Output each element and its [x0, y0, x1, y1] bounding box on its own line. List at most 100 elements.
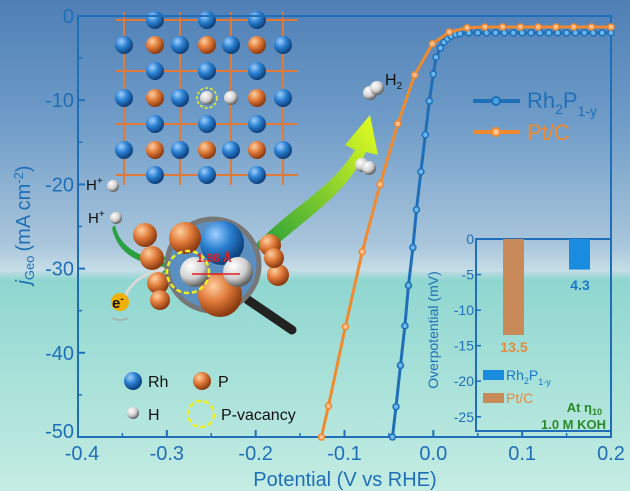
ptc-point [569, 23, 578, 31]
y-tick-label: -10 [45, 90, 74, 112]
rh-atom [115, 89, 133, 107]
ptc-point [445, 28, 454, 36]
hplus-label-1: H+ [86, 176, 103, 194]
p-atom [169, 222, 201, 254]
rh-atom [248, 62, 266, 80]
rh-atom [200, 221, 244, 265]
legend-vacancy-label: P-vacancy [221, 407, 296, 424]
electron-shadow [111, 317, 129, 321]
bar-label-ptc: 13.5 [500, 339, 527, 355]
ptc-point [324, 402, 333, 410]
rh2p-point [571, 29, 580, 37]
x-tick-label: -0.2 [238, 443, 272, 465]
electron-label: e- [112, 294, 124, 312]
rh2p-point [417, 168, 425, 176]
inset-legend-ptc: Pt/C [483, 390, 533, 406]
x-axis-label: Potential (V vs RHE) [253, 469, 436, 491]
rh2p-point [425, 97, 434, 105]
ptc-point [341, 322, 350, 331]
inset-frame [475, 238, 612, 432]
rh-atom [248, 11, 266, 29]
rh2p-point [421, 130, 430, 139]
p-atom [140, 246, 164, 270]
ptc-point [516, 23, 525, 31]
h-atom [200, 91, 214, 105]
inset-y-tick-label: -15 [454, 338, 474, 354]
ptc-point [428, 40, 437, 48]
x-tick-label: 0.2 [597, 443, 625, 465]
h2-label: H2 [385, 72, 403, 92]
p-atom [133, 223, 157, 247]
legend-p-atom [193, 372, 211, 390]
ptc-point [394, 120, 402, 128]
legend-item-rh2p: Rh2P1-y [473, 88, 597, 119]
rh2p-point [589, 29, 597, 37]
proton-atom [107, 180, 119, 192]
rh-atom [171, 89, 189, 107]
h-atom [224, 91, 238, 105]
p-atom [267, 264, 289, 286]
rh-atom [274, 141, 292, 159]
proton-atom [110, 212, 122, 224]
rh2p-point [456, 29, 464, 38]
rh2p-point [392, 402, 400, 411]
ptc-point [376, 180, 384, 189]
ptc-point [317, 433, 326, 441]
hplus-label-2: H+ [88, 209, 105, 227]
x-tick-label: 0.0 [419, 443, 447, 465]
rh2p-point [607, 29, 615, 37]
p-atom [150, 290, 170, 310]
rh-atom [146, 166, 164, 184]
p-atom [147, 272, 169, 294]
rh2p-point [429, 70, 438, 78]
lsv-chart: -0.4 -0.3 -0.2 -0.1 0.0 0.1 0.2 0 -10 -20 -30 -40 -5… [45, 6, 625, 465]
rh-atom [146, 115, 164, 133]
rh2p-point [482, 29, 491, 37]
y-tick-label: -20 [45, 174, 74, 196]
rh2p-point [396, 361, 405, 370]
inset-annotation-condition: At η10 [567, 400, 602, 417]
inset-y-label: Overpotential (mV) [425, 271, 441, 388]
ptc-point [463, 24, 471, 32]
p-atom [146, 36, 164, 54]
rh2p-point [518, 29, 526, 37]
magnifier-handle [243, 295, 297, 335]
rh-atom [171, 141, 189, 159]
rh2p-point [412, 205, 421, 214]
x-tick-label: 0.1 [508, 443, 536, 465]
rh-atom [198, 115, 216, 133]
h2-molecule-atom [370, 81, 384, 95]
ptc-point [552, 23, 560, 31]
h2-molecule-atom [362, 161, 376, 175]
inset-y-tick-label: -25 [454, 409, 474, 425]
legend-rh-label: Rh [148, 374, 168, 391]
overpotential-inset-chart: 0 -5 -10 -15 -20 -25 [454, 231, 612, 432]
y-tick-label: -40 [45, 343, 74, 365]
ptc-point [410, 71, 419, 79]
x-tick-label: -0.1 [327, 443, 361, 465]
bar-label-rh2p: 4.3 [570, 277, 590, 293]
rh2p-point [491, 29, 500, 37]
rh2p-point [553, 29, 562, 37]
rh-atom [146, 11, 164, 29]
rh2p-point [436, 44, 445, 52]
rh2p-point [536, 29, 544, 37]
legend-item-ptc: Pt/C [473, 120, 570, 145]
bar-rh2p [569, 239, 590, 270]
ptc-point [587, 23, 596, 31]
electron-icon [111, 293, 129, 311]
inset-y-tick-label: -20 [454, 373, 474, 389]
p-vacancy-marker [196, 87, 218, 109]
rh2p-point [409, 243, 417, 252]
y-tick-label: 0 [63, 6, 74, 28]
rh2p-point [388, 433, 397, 441]
legend-vacancy-marker [186, 399, 216, 429]
rh2p-point [509, 29, 518, 37]
rh2p-point [500, 29, 509, 37]
rh2p-point [432, 53, 440, 62]
rh2p-point [580, 29, 589, 37]
legend-h-atom [127, 407, 139, 419]
inset-y-tick-label: 0 [466, 231, 474, 247]
